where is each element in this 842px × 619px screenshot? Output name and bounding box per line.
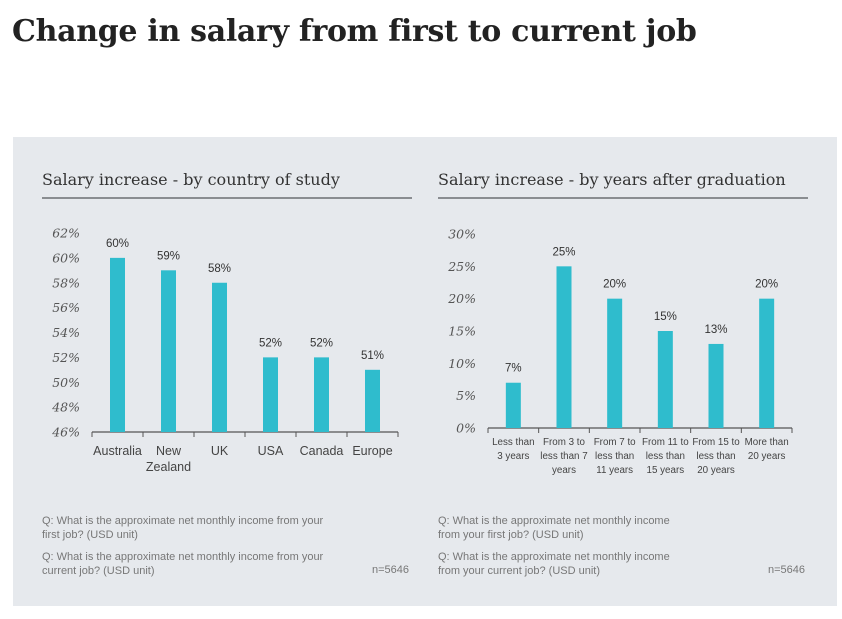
years-category-label: Less than xyxy=(492,437,534,448)
years-category-label: 11 years xyxy=(596,465,633,476)
country-bar xyxy=(314,357,329,432)
country-value-label: 52% xyxy=(259,337,282,349)
left-sample-size: n=5646 xyxy=(372,564,410,576)
country-category-label: Canada xyxy=(300,444,344,458)
country-y-tick-label: 52% xyxy=(52,350,80,365)
years-bar xyxy=(607,298,623,428)
years-category-label: less than xyxy=(696,451,735,462)
left-footnote-q2: Q: What is the approximate net monthly i… xyxy=(42,550,323,578)
country-value-label: 51% xyxy=(361,350,384,362)
right-footnote-q1-line1: Q: What is the approximate net monthly i… xyxy=(438,515,670,527)
years-category-label: From 15 to xyxy=(692,437,740,448)
right-chart-title: Salary increase - by years after graduat… xyxy=(438,170,786,189)
country-category-label: Zealand xyxy=(146,460,191,474)
left-footnote-q1-line1: Q: What is the approximate net monthly i… xyxy=(42,515,324,527)
country-y-tick-label: 46% xyxy=(51,425,80,440)
years-value-label: 20% xyxy=(603,279,626,291)
right-title-rule xyxy=(438,197,808,199)
years-category-label: less than xyxy=(595,451,634,462)
left-footnote-q1-line2: first job? (USD unit) xyxy=(42,529,138,541)
years-y-tick-label: 10% xyxy=(448,356,476,371)
left-footnote-q2-line2: current job? (USD unit) xyxy=(42,565,155,577)
country-bar xyxy=(110,257,125,432)
country-y-tick-label: 48% xyxy=(51,400,80,415)
country-category-label: USA xyxy=(258,444,284,458)
years-category-label: More than xyxy=(745,437,789,448)
years-bar xyxy=(657,331,673,428)
years-y-tick-label: 30% xyxy=(448,227,476,242)
right-footnote-q1: Q: What is the approximate net monthly i… xyxy=(438,514,670,542)
country-y-tick-label: 54% xyxy=(52,325,80,340)
right-footnote-q1-line2: from your first job? (USD unit) xyxy=(438,529,584,541)
years-category-label: 20 years xyxy=(697,465,735,476)
years-value-label: 7% xyxy=(505,363,522,375)
right-footnote-q2-line2: from your current job? (USD unit) xyxy=(438,565,600,577)
years-bar xyxy=(759,298,775,428)
years-value-label: 20% xyxy=(755,279,778,291)
country-value-label: 58% xyxy=(208,263,231,275)
years-value-label: 13% xyxy=(704,324,727,336)
country-bar xyxy=(161,270,176,432)
years-category-label: years xyxy=(552,465,576,476)
country-y-tick-label: 62% xyxy=(52,226,80,241)
country-category-label: Australia xyxy=(93,444,142,458)
years-y-tick-label: 20% xyxy=(447,291,476,306)
years-category-label: 15 years xyxy=(647,465,685,476)
left-chart-title: Salary increase - by country of study xyxy=(42,170,340,189)
years-category-label: less than xyxy=(646,451,685,462)
page-title: Change in salary from first to current j… xyxy=(12,14,697,49)
years-category-label: 3 years xyxy=(497,451,529,462)
left-title-rule xyxy=(42,197,412,199)
country-value-label: 60% xyxy=(106,238,129,250)
years-category-label: From 11 to xyxy=(642,437,689,448)
years-category-label: From 3 to xyxy=(543,437,585,448)
country-category-label: Europe xyxy=(352,444,392,458)
years-value-label: 15% xyxy=(654,311,677,323)
right-footnote-q2-line1: Q: What is the approximate net monthly i… xyxy=(438,551,670,563)
years-category-label: less than 7 xyxy=(540,451,587,462)
years-value-label: 25% xyxy=(552,246,575,258)
country-y-tick-label: 50% xyxy=(52,375,80,390)
country-bar xyxy=(263,357,278,432)
years-y-tick-label: 15% xyxy=(448,324,476,339)
right-footnote-q2: Q: What is the approximate net monthly i… xyxy=(438,550,670,578)
left-footnote-q1: Q: What is the approximate net monthly i… xyxy=(42,514,323,542)
country-bar xyxy=(212,282,227,432)
years-y-tick-label: 5% xyxy=(456,388,476,403)
years-y-tick-label: 0% xyxy=(456,421,476,436)
country-category-label: UK xyxy=(211,444,229,458)
country-y-tick-label: 58% xyxy=(52,275,80,290)
left-footnote-q2-line1: Q: What is the approximate net monthly i… xyxy=(42,551,324,563)
right-sample-size: n=5646 xyxy=(768,564,806,576)
country-value-label: 52% xyxy=(310,337,333,349)
country-value-label: 59% xyxy=(157,250,180,262)
years-bar xyxy=(556,266,572,428)
years-bar xyxy=(708,343,724,428)
years-category-label: From 7 to xyxy=(594,437,636,448)
years-y-tick-label: 25% xyxy=(447,259,476,274)
country-category-label: New xyxy=(156,444,182,458)
years-category-label: 20 years xyxy=(748,451,786,462)
country-y-tick-label: 60% xyxy=(52,250,80,265)
charts-panel xyxy=(13,137,837,606)
years-bar xyxy=(505,382,521,428)
country-y-tick-label: 56% xyxy=(52,300,80,315)
country-bar xyxy=(365,369,380,432)
